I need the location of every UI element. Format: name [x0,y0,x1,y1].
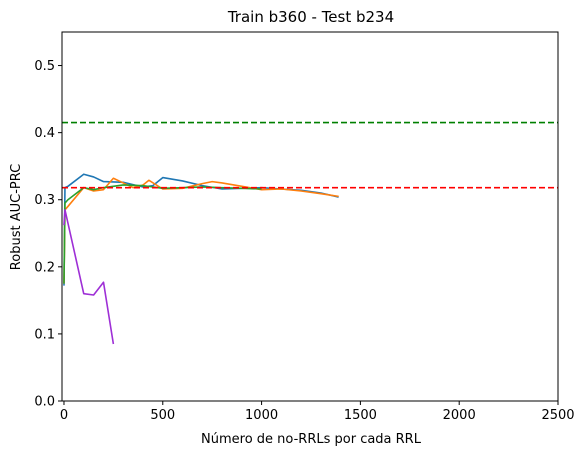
x-tick-label: 1500 [344,408,377,423]
plot-area [62,121,558,345]
chart-title: Train b360 - Test b234 [227,8,394,26]
y-tick-label: 0.1 [34,327,55,342]
y-axis-label: Robust AUC-PRC [9,164,24,270]
y-tick-label: 0.5 [34,59,55,74]
y-tick-label: 0.3 [34,193,55,208]
y-tick-label: 0.2 [34,260,55,275]
x-tick-label: 500 [150,408,175,423]
y-tick-label: 0.4 [34,126,55,141]
y-axis-ticks: 0.0 0.1 0.2 0.3 0.4 0.5 [34,59,62,410]
x-axis-label: Número de no-RRLs por cada RRL [201,432,422,447]
plot-frame [61,31,559,402]
x-tick-label: 1000 [245,408,278,423]
series-line-2 [63,177,339,284]
x-axis-ticks: 0 500 1000 1500 2000 2500 [60,401,575,423]
y-tick-label: 0.0 [34,395,55,410]
x-tick-label: 0 [60,408,68,423]
series-line-4 [63,208,115,345]
x-tick-label: 2000 [443,408,476,423]
series-line-3 [63,184,262,284]
x-tick-label: 2500 [541,408,574,423]
